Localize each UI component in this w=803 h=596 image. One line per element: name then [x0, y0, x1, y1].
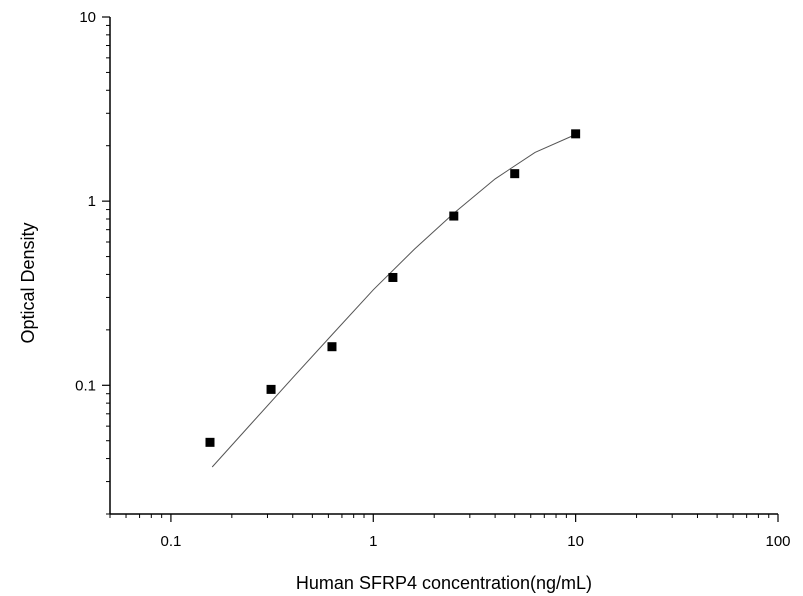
x-tick-label: 10 — [567, 533, 584, 550]
fit-curve — [211, 134, 576, 468]
data-point — [266, 384, 276, 394]
y-axis-label: Optical Density — [18, 222, 38, 343]
fit-curve-group — [211, 134, 576, 468]
data-points — [205, 129, 581, 447]
y-tick-label: 10 — [79, 9, 96, 26]
data-point — [327, 342, 337, 352]
data-point — [510, 169, 520, 179]
data-point — [205, 437, 215, 447]
ticks: 0.1 1 10 100 0.1 1 10 — [75, 9, 790, 550]
x-tick-label: 0.1 — [160, 533, 181, 550]
x-axis-label: Human SFRP4 concentration(ng/mL) — [296, 573, 592, 593]
y-tick-label: 1 — [88, 193, 96, 210]
data-point — [388, 272, 398, 282]
x-tick-label: 1 — [369, 533, 377, 550]
data-point — [449, 211, 459, 221]
y-tick-label: 0.1 — [75, 377, 96, 394]
axes — [109, 17, 778, 515]
x-tick-label: 100 — [765, 533, 790, 550]
data-point — [571, 129, 581, 139]
